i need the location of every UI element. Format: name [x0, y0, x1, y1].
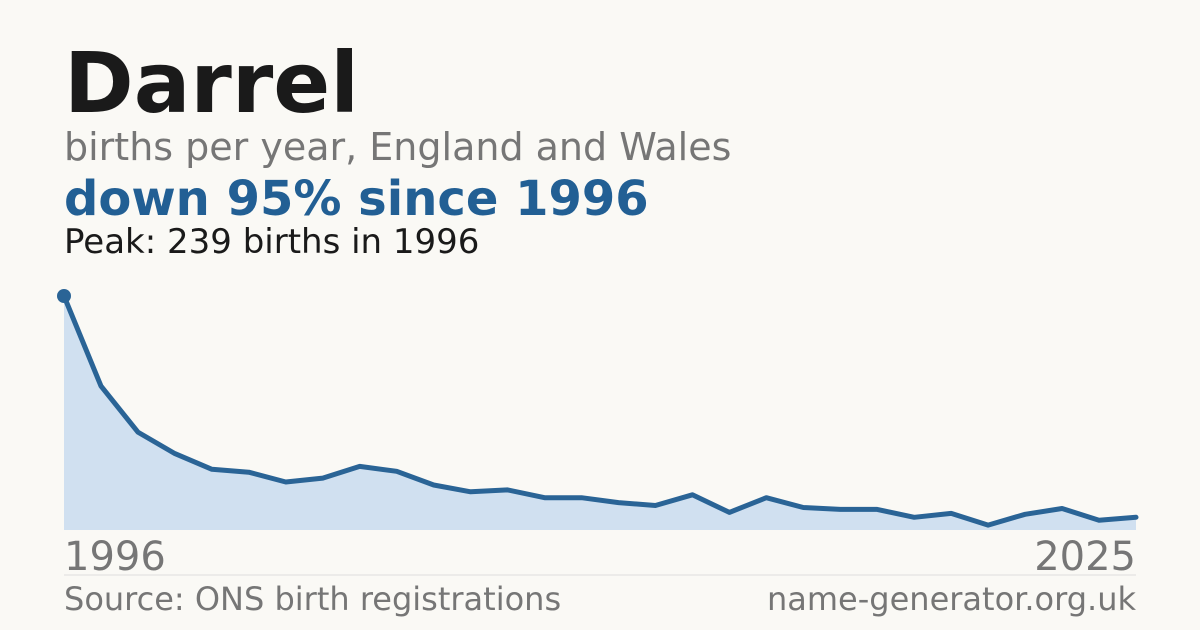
source: Source: ONS birth registrations	[64, 580, 561, 618]
annotation: down 95% since 1996	[64, 171, 649, 227]
line	[61, 293, 1139, 528]
peak-marker	[57, 289, 71, 303]
x-tick-label: 2025	[1034, 534, 1136, 580]
chart-subtitle: births per year, England and Wales	[64, 125, 731, 169]
peak-label: Peak: 239 births in 1996	[64, 222, 479, 262]
site: name-generator.org.uk	[767, 580, 1136, 618]
chart-title: Darrel	[64, 34, 359, 132]
x-tick-label: 1996	[64, 534, 166, 580]
area	[64, 296, 1136, 530]
